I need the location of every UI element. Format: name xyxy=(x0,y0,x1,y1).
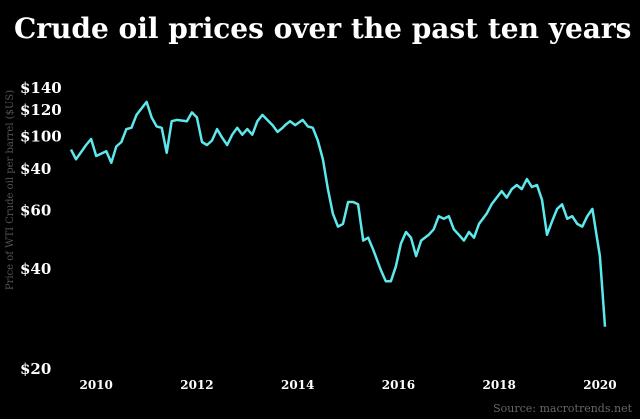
price-line xyxy=(69,100,607,327)
x-tick-label: 2010 xyxy=(79,378,112,392)
y-tick-label: $40 xyxy=(20,260,51,278)
x-tick-label: 2020 xyxy=(583,378,616,392)
x-tick-label: 2018 xyxy=(482,378,515,392)
x-tick-label: 2012 xyxy=(180,378,213,392)
x-tick-label: 2016 xyxy=(382,378,415,392)
source: Source: macrotrends.net xyxy=(493,402,632,415)
x-tick-label: 2014 xyxy=(281,378,314,392)
y-tick-label: $40 xyxy=(20,160,51,178)
y-tick-label: $120 xyxy=(20,101,62,119)
y-axis-label: Price of WTI Crude oil per barrel ($US) xyxy=(5,90,16,290)
y-tick-label: $100 xyxy=(20,128,62,146)
y-tick-label: $140 xyxy=(20,79,62,97)
chart-title: Crude oil prices over the past ten years xyxy=(14,12,631,45)
y-tick-label: $60 xyxy=(20,201,51,219)
y-tick-label: $20 xyxy=(20,360,51,378)
